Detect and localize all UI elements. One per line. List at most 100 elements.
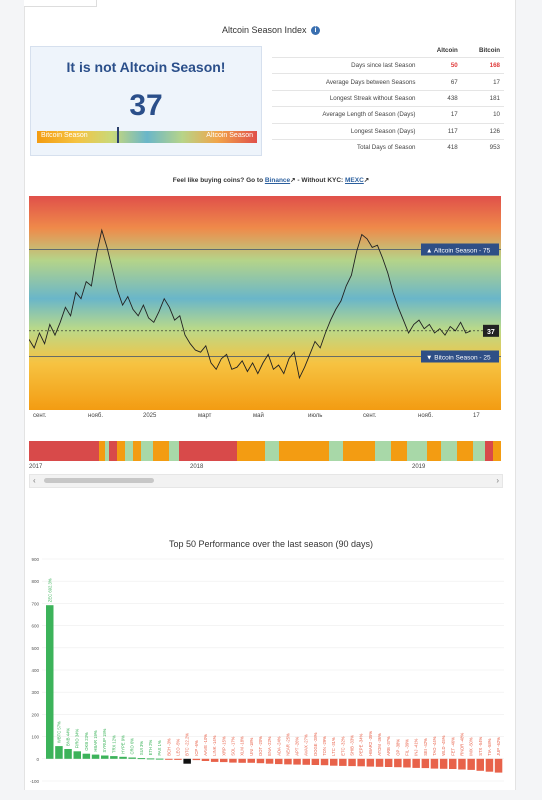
bar-data-label: ENA -22%: [267, 736, 272, 756]
y-tick-label: 100: [31, 735, 39, 740]
table-row: Longest Season (Days) 117 126: [272, 122, 504, 140]
stat-altcoin: 17: [419, 106, 462, 123]
bar-data-label: LEO -5%: [176, 739, 181, 756]
perf-bar: [73, 751, 81, 759]
season-segment: [237, 441, 265, 461]
perf-bar: [146, 758, 155, 760]
mexc-link[interactable]: MEXC: [345, 177, 364, 184]
perf-bar: [64, 749, 72, 759]
season-segment: [441, 441, 457, 461]
stat-bitcoin: 126: [461, 122, 504, 140]
perf-bar: [394, 758, 402, 768]
x-tick-label: 17: [473, 413, 480, 419]
y-tick-label: -100: [30, 779, 40, 784]
season-segment: [329, 441, 343, 461]
bar-data-label: TIA -58%: [487, 738, 492, 755]
bar-data-label: BCH -3%: [166, 738, 171, 756]
stat-altcoin: 50: [419, 56, 462, 74]
x-tick-label: сент.: [363, 413, 377, 419]
stats-header-blank: [272, 44, 419, 58]
perf-bar: [430, 758, 439, 769]
bar-data-label: BNB 44%: [66, 728, 71, 746]
promo-middle: - Without KYC:: [295, 177, 346, 184]
current-value-label-bg: [483, 324, 499, 337]
season-segment: [125, 441, 133, 461]
perf-bar: [46, 605, 54, 759]
perf-bar: [183, 758, 191, 764]
season-segment: [343, 441, 375, 461]
season-segment: [457, 441, 473, 461]
bar-data-label: DOGE -28%: [313, 732, 318, 756]
season-gradient-bar: Bitcoin Season Altcoin Season: [37, 127, 257, 143]
bitcoin-season-label: Bitcoin Season: [41, 132, 88, 139]
perf-bar: [403, 758, 411, 768]
y-tick-label: 800: [31, 579, 39, 584]
perf-bar: [165, 758, 173, 760]
x-tick-label: нояб.: [418, 413, 434, 419]
bar-data-label: PAX 1%: [157, 740, 162, 756]
stat-label: Total Days of Season: [272, 138, 420, 156]
perf-bar: [174, 758, 182, 760]
y-tick-label: 500: [31, 646, 39, 651]
stat-bitcoin: 168: [461, 56, 504, 74]
year-label: 2017: [29, 464, 43, 470]
year-label: 2019: [412, 464, 426, 470]
info-icon[interactable]: i: [311, 26, 321, 36]
stat-altcoin: 438: [419, 89, 462, 107]
binance-link[interactable]: Binance: [264, 177, 291, 184]
perf-bar: [284, 758, 292, 765]
season-segment: [265, 441, 279, 461]
stats-table: Altcoin Bitcoin Days since last Season 5…: [272, 44, 504, 156]
bar-data-label: HBAR2 -35%: [368, 731, 373, 756]
perf-bar: [494, 758, 503, 773]
status-panel: It is not Altcoin Season! 37 Bitcoin Sea…: [30, 46, 262, 156]
bar-data-label: TAO -44%: [432, 736, 437, 756]
bar-data-label: FIRO 34%: [75, 728, 80, 748]
perf-bar: [485, 758, 494, 772]
perf-bar: [348, 758, 356, 767]
season-segment: [427, 441, 441, 461]
y-tick-label: 300: [31, 690, 39, 695]
stat-bitcoin: 17: [461, 73, 504, 91]
perf-bar: [412, 758, 420, 768]
table-row: Average Length of Season (Days) 17 10: [272, 106, 504, 123]
page-title: Altcoin Season Index i: [0, 25, 542, 36]
scroll-left-icon[interactable]: ‹: [33, 476, 36, 485]
perf-bar: [293, 758, 301, 765]
index-line-series: [29, 228, 472, 380]
bar-data-label: ETH 2%: [148, 740, 153, 756]
reference-label: ▼ Bitcoin Season - 25: [426, 355, 491, 362]
season-segment: [279, 441, 329, 461]
bar-data-label: SHIB -33%: [350, 735, 355, 756]
bar-data-label: NEAR -25%: [285, 733, 290, 756]
tab-edge[interactable]: [24, 0, 97, 7]
perf-bar: [467, 758, 475, 770]
x-tick-label: 2025: [143, 413, 157, 419]
index-value: 37: [129, 89, 163, 122]
bar-data-label: PEPE -34%: [359, 733, 364, 755]
perf-bar: [128, 757, 136, 759]
x-tick-label: март: [198, 413, 212, 419]
bar-data-label: OKB 23%: [84, 732, 89, 751]
bar-data-label: SEI -42%: [423, 738, 428, 756]
bar-data-label: HBAR 19%: [93, 730, 98, 751]
perf-bar: [256, 758, 265, 764]
season-segment: [473, 441, 485, 461]
season-segment: [179, 441, 237, 461]
season-segment: [153, 441, 169, 461]
stat-altcoin: 67: [419, 73, 462, 91]
perf-bar: [421, 758, 430, 769]
bar-data-label: WBTC 57%: [56, 721, 61, 743]
y-tick-label: 900: [31, 557, 39, 562]
altcoin-index-chart: ▲ Altcoin Season - 75 ▼ Bitcoin Season - …: [29, 196, 501, 410]
scroll-right-icon[interactable]: ›: [496, 476, 499, 485]
reference-label-bg: [421, 243, 499, 256]
stats-header-row: Altcoin Bitcoin: [272, 44, 504, 58]
stat-altcoin: 117: [419, 122, 462, 140]
perf-bar: [82, 753, 91, 759]
bar-data-label: XLM -18%: [240, 736, 245, 756]
scroll-thumb[interactable]: [44, 478, 154, 483]
perf-bar: [201, 758, 210, 761]
chart-scrollbar[interactable]: ‹ ›: [29, 474, 503, 488]
perf-bar: [220, 758, 228, 763]
